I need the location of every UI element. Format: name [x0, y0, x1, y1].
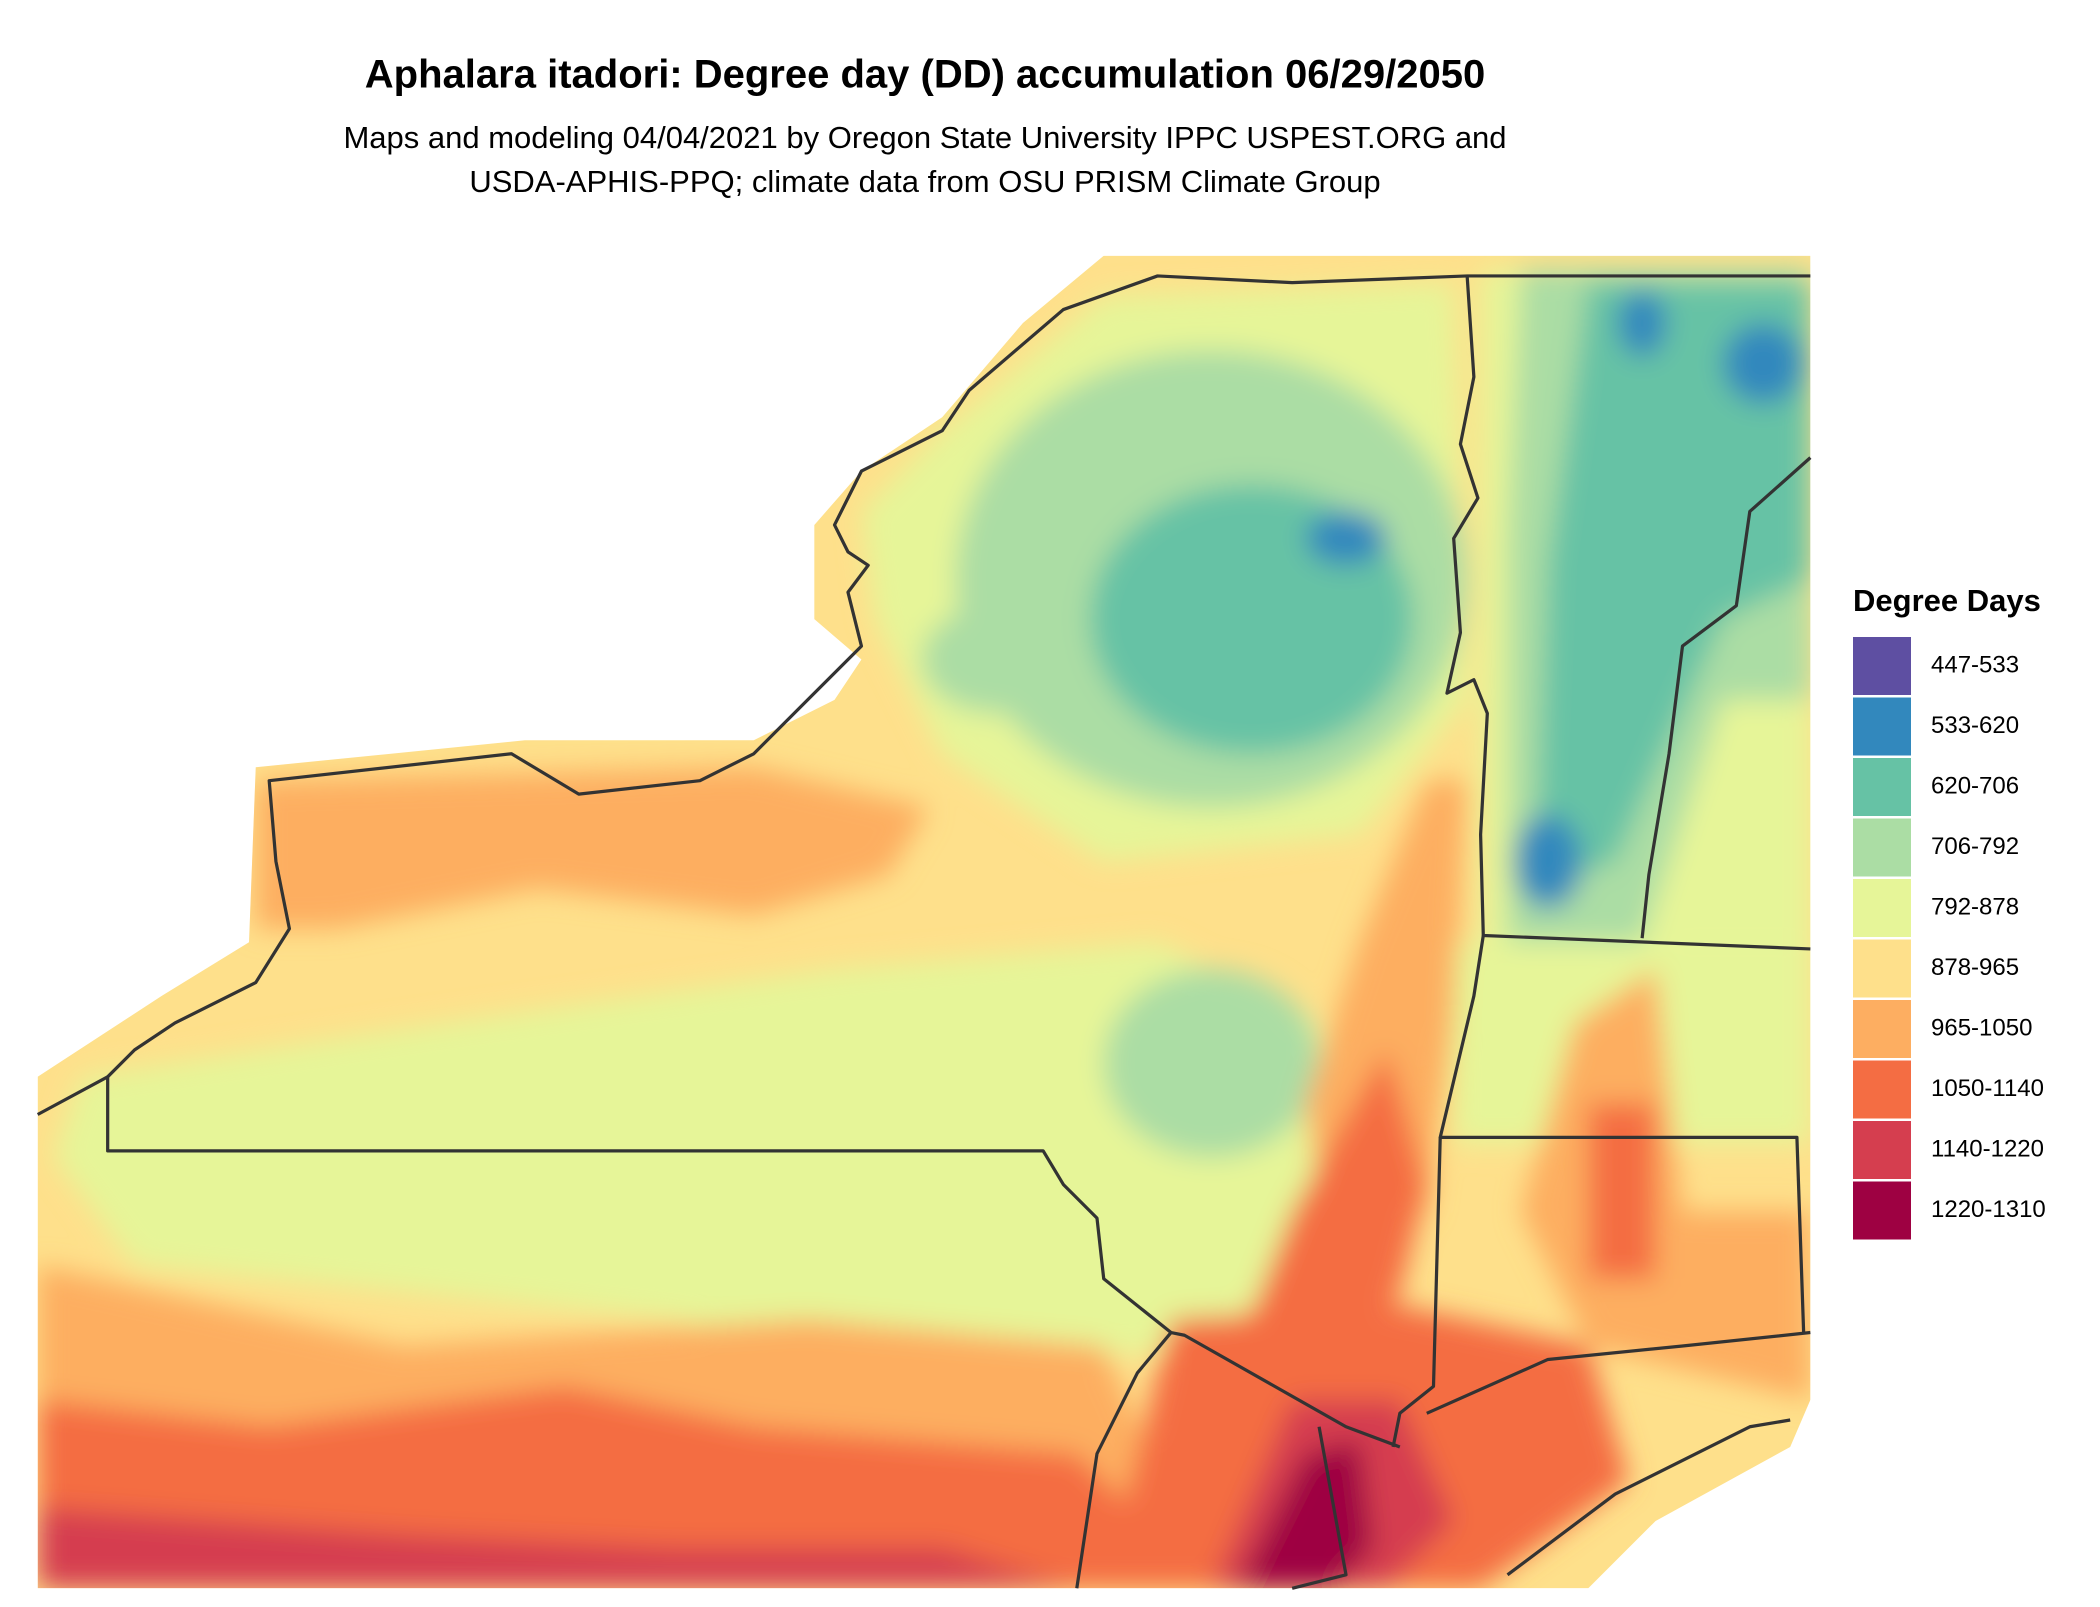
legend-swatch — [1853, 818, 1911, 877]
legend-swatch — [1853, 879, 1911, 937]
legend-label: 792-878 — [1931, 893, 2019, 920]
map-title: Aphalara itadori: Degree day (DD) accumu… — [365, 53, 1485, 97]
degree-day-raster — [37, 255, 1811, 1589]
legend-label: 965-1050 — [1931, 1014, 2032, 1041]
legend-label: 533-620 — [1931, 712, 2019, 739]
map-subtitle: Maps and modeling 04/04/2021 by Oregon S… — [343, 120, 1506, 155]
legend-swatch — [1853, 637, 1911, 695]
legend-label: 878-965 — [1931, 954, 2019, 981]
legend: Degree Days 447-533 533-620 620-706 706-792… — [1853, 583, 2046, 1240]
legend-swatch — [1853, 758, 1911, 816]
map-subtitle: USDA-APHIS-PPQ; climate data from OSU PR… — [469, 164, 1380, 199]
legend-swatch — [1853, 1060, 1911, 1119]
legend-label: 1220-1310 — [1931, 1196, 2046, 1223]
legend-label: 1050-1140 — [1931, 1075, 2044, 1102]
legend-title: Degree Days — [1853, 583, 2041, 618]
legend-swatch — [1853, 1181, 1911, 1240]
legend-swatch — [1853, 1000, 1911, 1058]
legend-swatch — [1853, 697, 1911, 756]
legend-label: 706-792 — [1931, 833, 2019, 860]
legend-swatch — [1853, 939, 1911, 998]
legend-label: 447-533 — [1931, 651, 2019, 678]
legend-swatch — [1853, 1121, 1911, 1179]
legend-label: 1140-1220 — [1931, 1135, 2044, 1162]
legend-label: 620-706 — [1931, 772, 2019, 799]
state-borders — [36, 274, 1812, 1590]
map — [36, 255, 1812, 1590]
